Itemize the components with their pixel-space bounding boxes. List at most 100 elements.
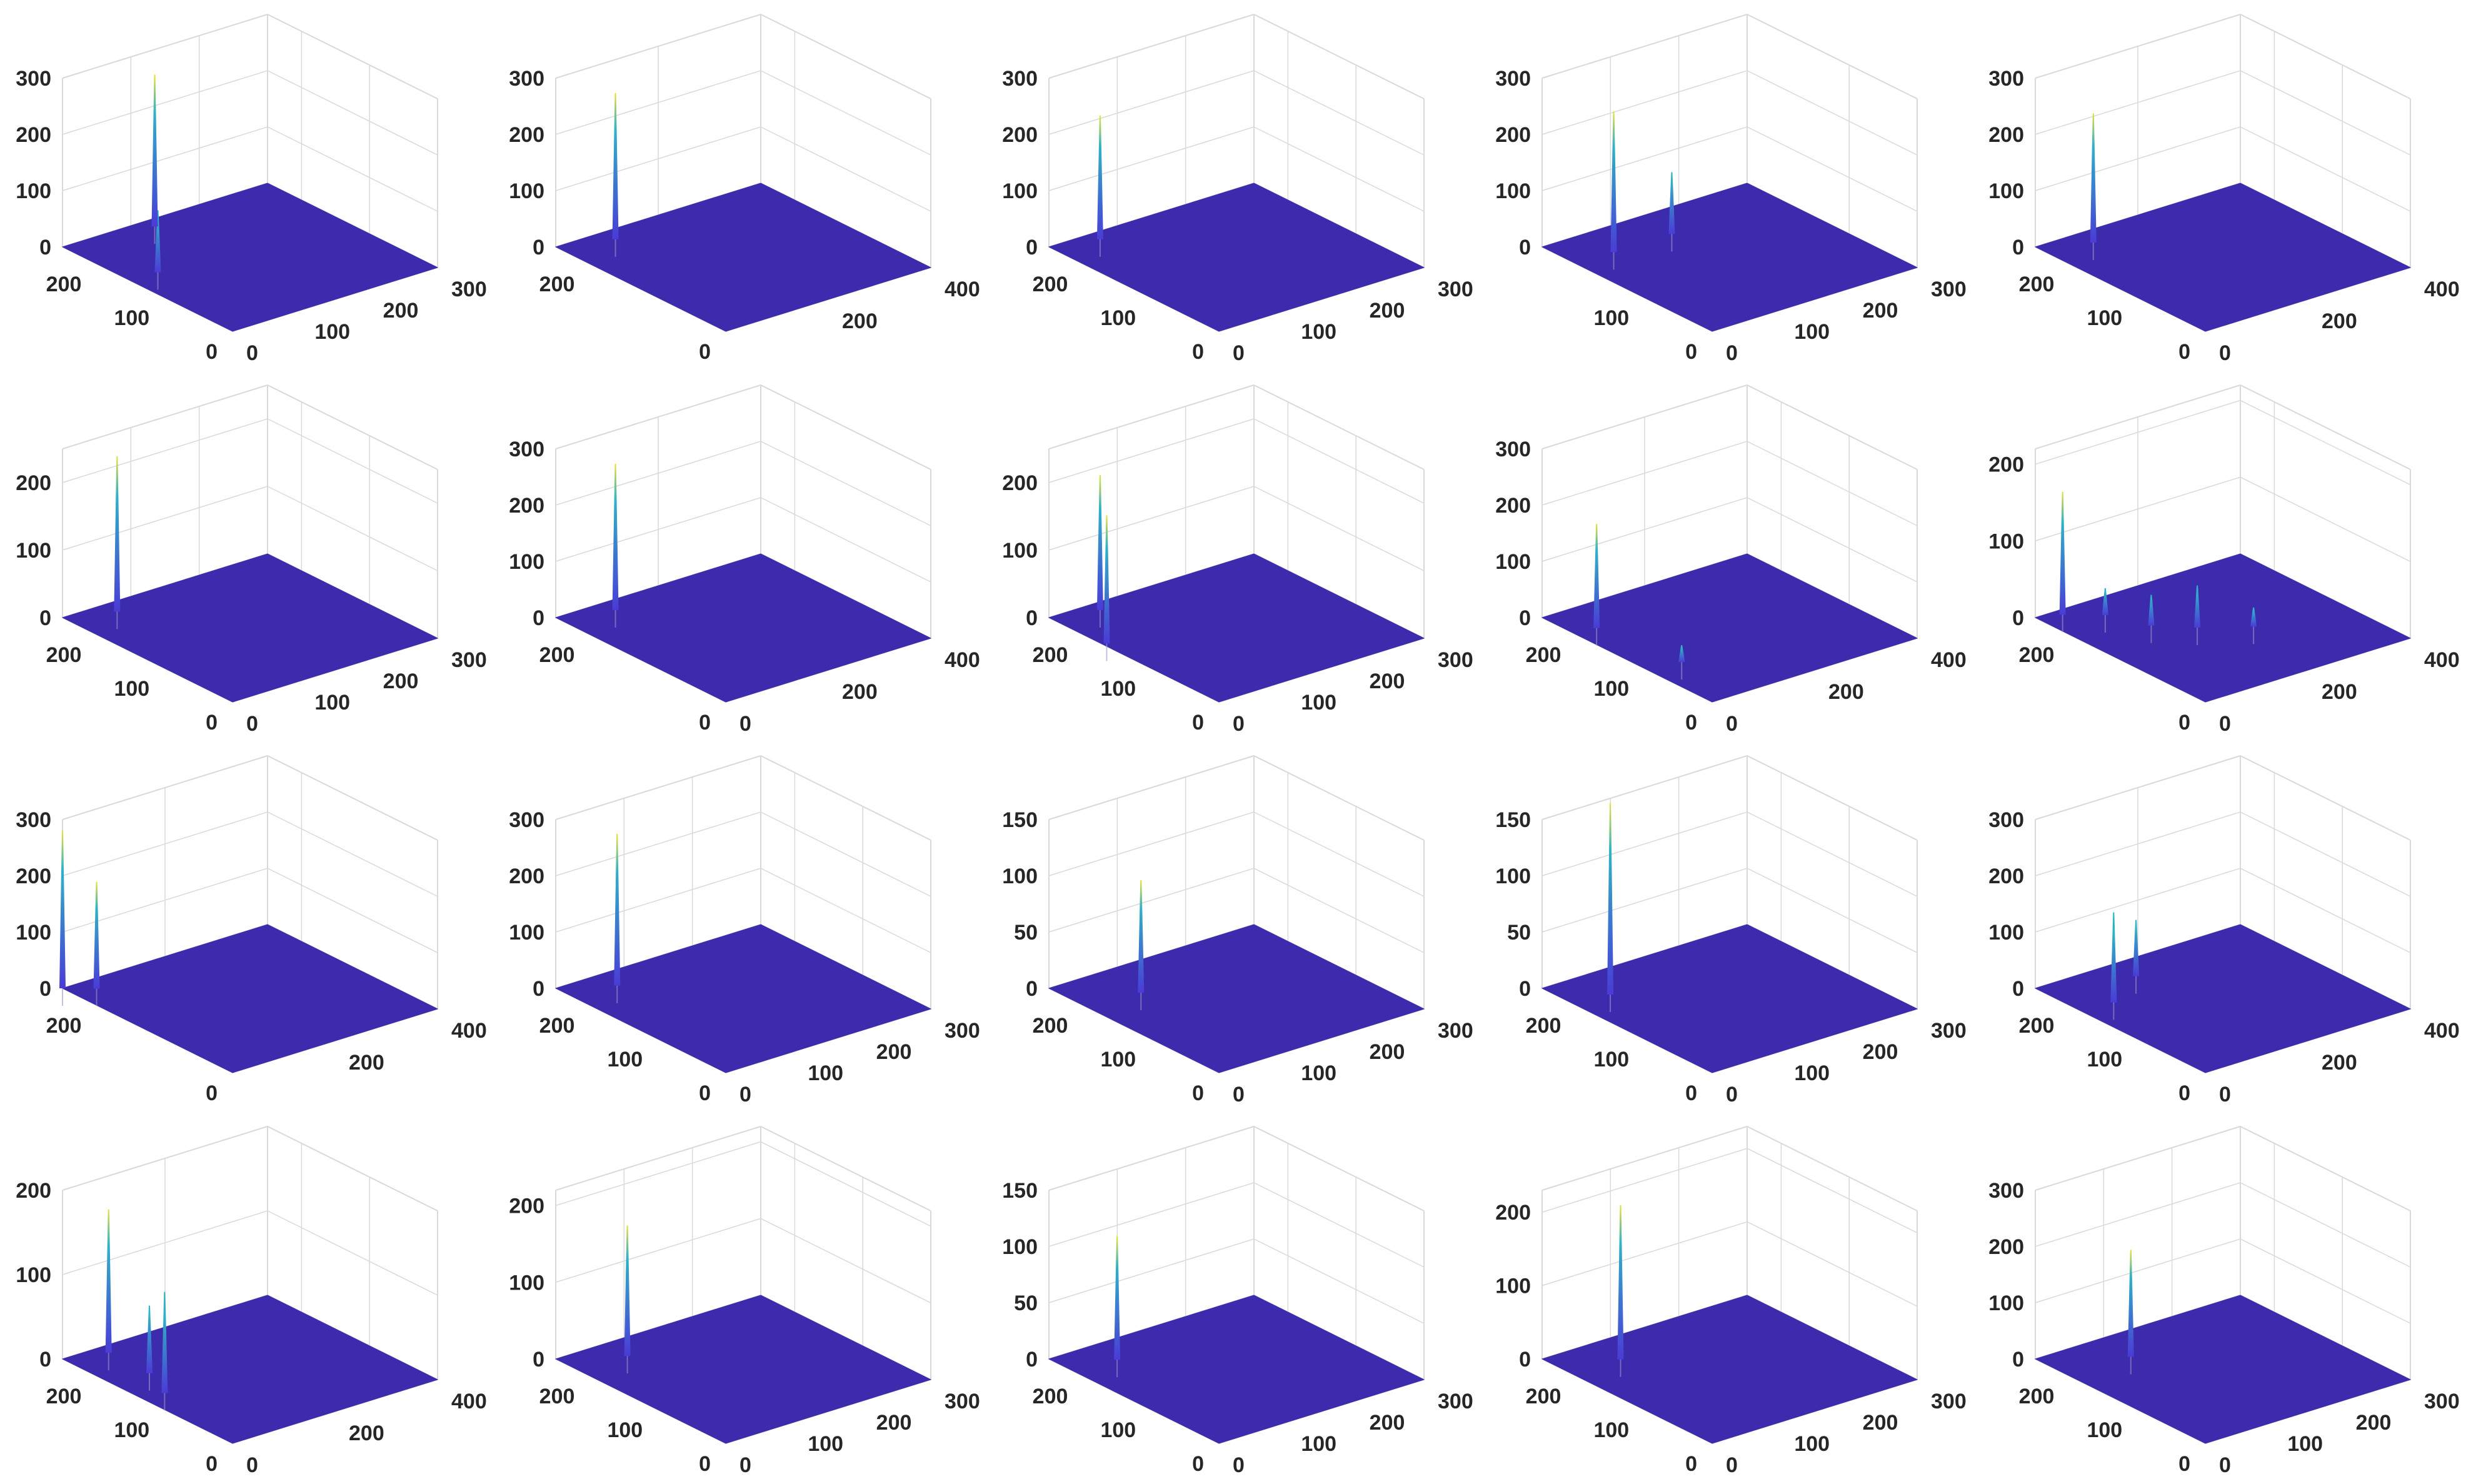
z-tick-label: 0: [2012, 1348, 2024, 1371]
y-tick-label: 100: [114, 306, 149, 330]
z-tick-label: 300: [1495, 67, 1531, 91]
surface-peak: [2059, 491, 2066, 615]
plot-svg: 0 50 100 150 200 100 0 0 100 200 300: [1002, 1126, 1473, 1477]
z-tick-label: 100: [1988, 179, 2024, 203]
plot-svg: 0 100 200 300 200 100 0 0 200 400: [1988, 755, 2460, 1106]
y-tick-label: 100: [607, 1418, 643, 1442]
y-tick-label: 0: [699, 1081, 711, 1105]
y-tick-label: 0: [1685, 1452, 1697, 1476]
x-tick-label: 100: [1794, 1432, 1830, 1456]
surface-plane: [61, 1295, 439, 1444]
y-tick-label: 0: [2178, 340, 2190, 364]
surface-peak: [1668, 172, 1675, 234]
plot-svg: 0 100 200 300 200 100 0 0 100 200 300: [16, 14, 487, 365]
z-gridline: [1048, 14, 1425, 99]
surface-plot-1: 0 100 200 300 200 100 0 0 100 200 300: [0, 0, 493, 371]
x-tick-label: 200: [2322, 680, 2357, 704]
surface-plane: [1541, 1295, 1918, 1444]
y-tick-label: 100: [2087, 306, 2122, 330]
plot-svg: 0 100 200 200 100 0 0 200 400: [16, 1126, 487, 1477]
surface-peak: [2148, 594, 2155, 626]
surface-plane: [1048, 553, 1425, 703]
axis-box-line: [267, 384, 438, 470]
z-tick-label: 300: [509, 808, 544, 832]
z-tick-label: 0: [533, 236, 544, 259]
x-tick-label: 100: [1301, 1432, 1336, 1456]
z-tick-label: 50: [1014, 1291, 1038, 1315]
x-tick-label: 0: [2219, 1083, 2231, 1106]
z-gridline: [555, 1218, 931, 1303]
z-gridline: [1048, 70, 1425, 156]
z-tick-label: 100: [1495, 179, 1531, 203]
y-tick-label: 200: [2019, 1014, 2055, 1038]
surface-plane: [2034, 553, 2412, 703]
y-tick-label: 100: [2087, 1048, 2122, 1071]
z-tick-label: 300: [509, 67, 544, 91]
x-tick-label: 100: [1794, 320, 1830, 344]
z-tick-label: 200: [509, 865, 544, 888]
z-tick-label: 200: [1002, 471, 1038, 495]
x-tick-label: 200: [842, 680, 878, 704]
surface-peak: [59, 831, 66, 988]
z-tick-label: 150: [1495, 808, 1531, 832]
y-tick-label: 100: [1100, 677, 1136, 701]
z-tick-label: 200: [1988, 1235, 2024, 1259]
surface-plane: [554, 1295, 932, 1444]
z-tick-label: 100: [1495, 550, 1531, 574]
z-tick-label: 100: [1002, 179, 1038, 203]
x-tick-label: 300: [1438, 1390, 1473, 1413]
y-tick-label: 0: [1685, 340, 1697, 364]
x-tick-label: 0: [739, 1083, 751, 1106]
x-tick-label: 300: [1438, 648, 1473, 672]
plot-svg: 0 100 200 300 200 100 0 0 100 200 300: [1988, 1126, 2460, 1477]
y-tick-label: 0: [2178, 1452, 2190, 1476]
x-tick-label: 0: [2219, 712, 2231, 736]
z-tick-label: 100: [16, 1263, 51, 1287]
surface-plot-15: 0 100 200 300 200 100 0 0 200 400: [1973, 741, 2466, 1112]
z-gridline: [2035, 1126, 2411, 1211]
z-gridline: [2035, 14, 2411, 99]
z-tick-label: 0: [1026, 1348, 1038, 1371]
surface-peak: [2194, 585, 2201, 628]
z-gridline: [1048, 1126, 1425, 1211]
axis-box-line: [1747, 1126, 1918, 1211]
x-tick-label: 400: [2424, 1019, 2460, 1043]
z-tick-label: 200: [16, 123, 51, 147]
surface-plane: [1541, 553, 1918, 703]
z-gridline: [555, 14, 931, 99]
x-tick-label: 200: [2322, 1051, 2357, 1075]
surface-plot-7: 0 100 200 300 200 0 0 200 400: [493, 371, 986, 741]
surface-plane: [554, 183, 932, 332]
plot-svg: 0 100 200 300 200 100 0 0 100 200 300: [1002, 14, 1473, 365]
surface-plane: [61, 924, 439, 1073]
x-tick-label: 0: [1726, 1083, 1738, 1106]
z-tick-label: 0: [1519, 977, 1531, 1001]
x-tick-label: 100: [1794, 1061, 1830, 1085]
surface-plot-6: 0 100 200 200 100 0 0 100 200 300: [0, 371, 493, 741]
z-tick-label: 200: [1495, 123, 1531, 147]
z-gridline: [2035, 70, 2411, 156]
z-tick-label: 150: [1002, 808, 1038, 832]
z-tick-label: 100: [509, 1271, 544, 1295]
y-tick-label: 0: [699, 711, 711, 734]
x-tick-label: 400: [1931, 648, 1967, 672]
z-tick-label: 0: [1519, 1348, 1531, 1371]
z-gridline: [555, 384, 931, 470]
z-tick-label: 300: [509, 438, 544, 461]
z-tick-label: 0: [533, 977, 544, 1001]
y-tick-label: 100: [114, 677, 149, 701]
y-tick-label: 100: [1100, 1048, 1136, 1071]
surface-peak: [614, 833, 621, 986]
surface-peak: [612, 93, 619, 239]
surface-plane: [1541, 183, 1918, 332]
surface-peak: [1103, 515, 1110, 644]
y-tick-label: 200: [2019, 643, 2055, 667]
x-tick-label: 200: [383, 299, 419, 323]
axis-box-line: [1048, 384, 1255, 449]
z-gridline: [2035, 755, 2411, 841]
z-gridline: [62, 1126, 438, 1211]
x-tick-label: 200: [1863, 1040, 1898, 1064]
plot-svg: 0 100 200 300 200 0 0 200 400: [509, 384, 980, 736]
x-tick-label: 300: [2424, 1390, 2460, 1413]
x-tick-label: 300: [1438, 1019, 1473, 1043]
